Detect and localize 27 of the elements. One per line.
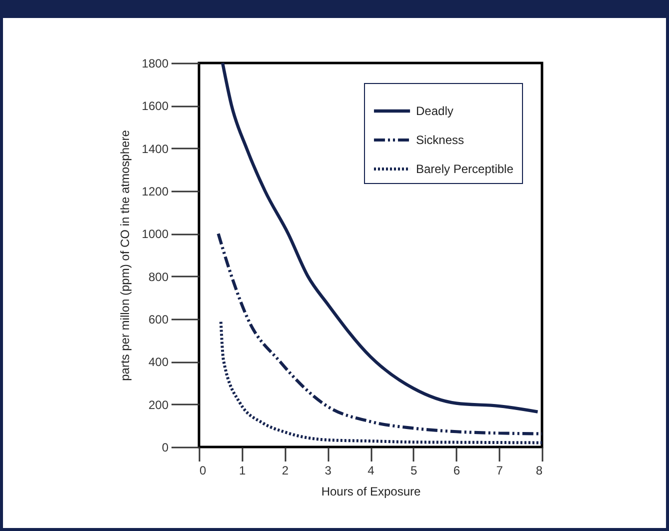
x-tick-label: 3 (324, 464, 332, 478)
x-tick-label: 0 (200, 464, 206, 478)
x-tick-label: 6 (453, 464, 460, 478)
x-tick-label: 8 (536, 464, 543, 478)
y-axis-title: parts per millon (ppm) of CO in the atmosphere (118, 130, 132, 381)
legend-label: Sickness (416, 133, 464, 147)
x-tick-label: 5 (410, 464, 418, 478)
x-tick-label: 1 (239, 464, 246, 478)
y-tick-label: 1600 (142, 99, 169, 114)
line-series (219, 320, 544, 444)
y-tick-label: 1400 (142, 142, 169, 156)
y-tick-label: 800 (148, 270, 169, 284)
y-tick-label: 1800 (142, 56, 169, 70)
y-tick-label: 400 (148, 355, 169, 370)
y-tick-label: 1000 (142, 227, 169, 242)
y-tick-label: 0 (162, 440, 169, 454)
x-tick-label: 7 (496, 464, 504, 478)
x-axis-title: Hours of Exposure (321, 484, 422, 498)
y-tick-label: 1200 (142, 184, 169, 198)
legend-label: Barely Perceptible (416, 162, 514, 176)
line-series (220, 61, 540, 414)
line-series (216, 232, 544, 436)
x-tick-label: 2 (282, 464, 289, 478)
legend-label: Deadly (416, 104, 454, 118)
x-tick-label: 4 (368, 464, 375, 478)
y-tick-label: 200 (148, 398, 169, 412)
y-tick-label: 600 (148, 312, 169, 326)
